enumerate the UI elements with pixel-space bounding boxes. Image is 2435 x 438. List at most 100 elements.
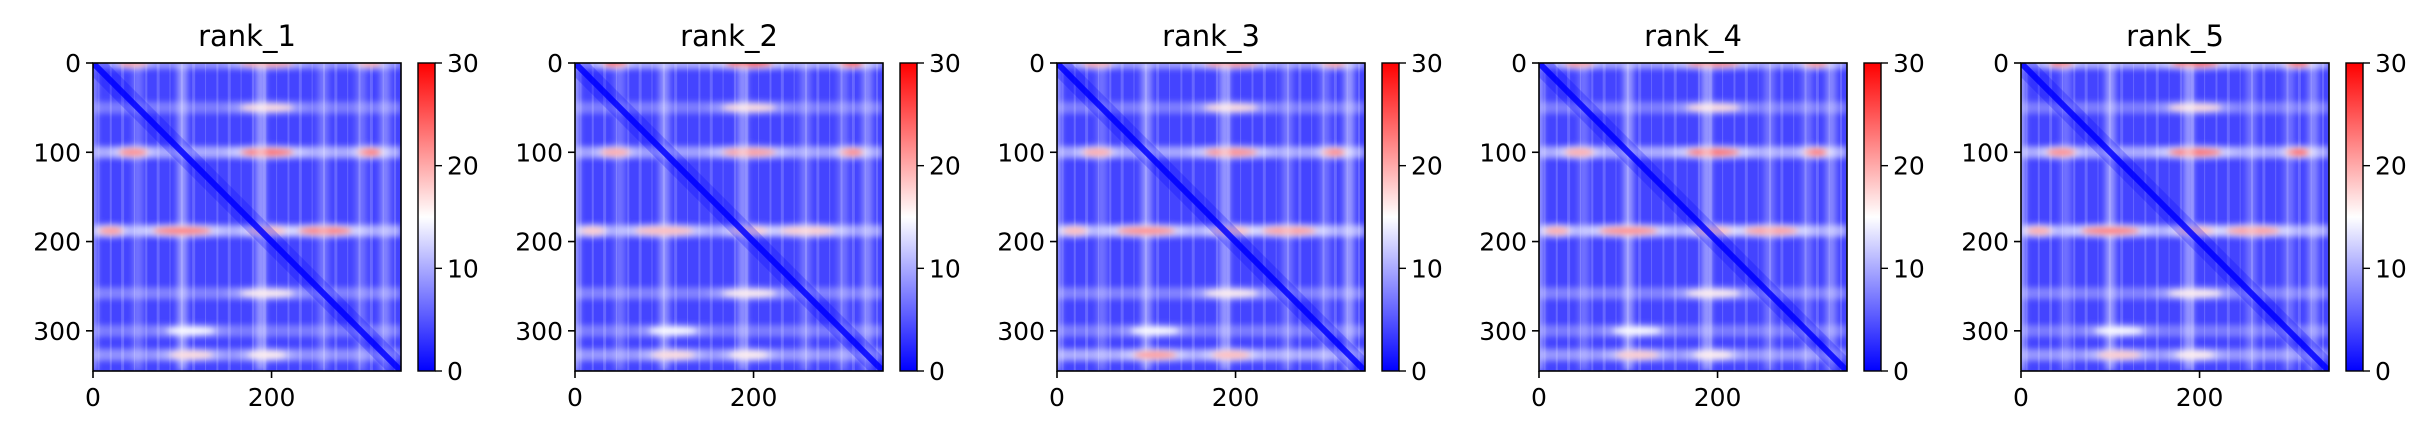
hot-spot [1615,350,1660,359]
hot-band-col [1539,63,1544,371]
y-tick-label: 0 [1993,49,2009,78]
heatmap-panel: rank_2 0 100 200 300 0 200 0 10 20 30 [515,19,961,412]
y-tick-label: 200 [1479,228,1527,257]
y-tick-label: 100 [1961,138,2009,167]
hot-band-col [1801,63,1812,371]
hot-band-col [575,63,580,371]
diagonal-ridge [575,63,883,371]
hot-spot [2168,148,2223,157]
diagonal-ridge [1539,63,1847,371]
hot-spot [1686,63,1741,67]
colorbar-frame [1863,62,1882,372]
hot-band-col [2307,63,2318,371]
x-tick-label: 0 [2013,383,2029,412]
heatmap-image [1057,63,1365,371]
colorbar-tick-label: 0 [1411,357,1427,386]
axes-frame [1056,62,1366,372]
hot-spot [722,103,777,112]
hot-spot [1204,103,1259,112]
hot-spot [634,226,694,235]
y-tick-label: 300 [1961,317,2009,346]
hot-band-col [1141,63,1152,371]
axes-frame [2020,62,2330,372]
hot-spot [580,226,606,235]
heatmap-panel: rank_3 0 100 200 300 0 200 0 10 20 30 [997,19,1443,412]
colorbar-frame [2345,62,2364,372]
hot-band-col [659,63,670,371]
colorbar-tick-label: 20 [2375,152,2407,181]
hot-spot [98,226,124,235]
y-tick-label: 0 [547,49,563,78]
hot-band-col [2183,63,2194,371]
hot-spot [152,226,212,235]
hot-spot [240,63,295,67]
hot-spot [722,148,777,157]
hot-band-col [255,63,266,371]
diagonal-ridge [93,63,401,371]
colorbar-tick-label: 0 [2375,357,2391,386]
hot-band-col [379,63,390,371]
hot-spot [724,63,774,67]
diagonal-halo [1539,63,1847,371]
hot-spot [1116,226,1176,235]
hot-spot [1686,103,1741,112]
hot-band-col [132,63,143,371]
colorbar-tick-label: 20 [929,152,961,181]
hot-spot-glow [2150,63,2240,72]
y-tick-label: 300 [515,317,563,346]
panel-title: rank_2 [680,19,778,53]
hot-spot [166,326,216,335]
hot-spot-glow [1182,63,1281,72]
hot-bands [93,63,401,371]
colorbar-frame [1381,62,1400,372]
hot-spot [1211,350,1251,359]
colorbar-tick-label: 0 [1893,357,1909,386]
hot-bands [1539,63,1847,371]
colorbar-tick-label: 30 [1411,49,1443,78]
colorbar-tick-label: 10 [1411,254,1443,283]
x-tick-label: 200 [2176,383,2224,412]
hot-spot [1693,350,1733,359]
y-tick-label: 200 [1961,228,2009,257]
diagonal-ridge [1057,63,1365,371]
diagonal-halo [2021,63,2329,371]
hot-band-col [1319,63,1330,371]
colorbar-tick-label: 30 [447,49,479,78]
x-tick-label: 200 [730,383,778,412]
colorbar-tick-label: 10 [2375,254,2407,283]
x-tick-label: 200 [1212,383,1260,412]
y-tick-label: 0 [1029,49,1045,78]
hot-band-col [355,63,366,371]
hot-spot-glow [704,63,794,72]
axes-frame [574,62,884,372]
colorbar [2346,63,2363,371]
diagonal-ridge [2021,63,2329,371]
heatmap-panel: rank_5 0 100 200 300 0 200 0 10 20 30 [1961,19,2407,412]
colorbar [900,63,917,371]
hot-spot-glow [1664,63,1763,72]
hot-spot [1062,226,1088,235]
colorbar-tick-label: 20 [447,152,479,181]
x-tick-label: 200 [248,383,296,412]
hot-band-col [861,63,872,371]
y-tick-label: 0 [65,49,81,78]
hot-spot [1133,350,1178,359]
colorbar-frame [899,62,918,372]
y-tick-label: 300 [997,317,1045,346]
heatmap-image [575,63,883,371]
hot-spot [118,148,148,157]
hot-spot [2026,226,2052,235]
hot-band-col [837,63,848,371]
hot-spot [651,350,696,359]
axes-frame [1538,62,1848,372]
hot-band-col [1701,63,1712,371]
colorbar-tick-label: 10 [1893,254,1925,283]
heatmap-image [2021,63,2329,371]
hot-band-col [93,63,98,371]
hot-spot-glow [218,63,317,72]
x-tick-label: 0 [567,383,583,412]
hot-band-col [1057,63,1062,371]
y-tick-label: 200 [997,228,1045,257]
hot-band-col [1623,63,1634,371]
